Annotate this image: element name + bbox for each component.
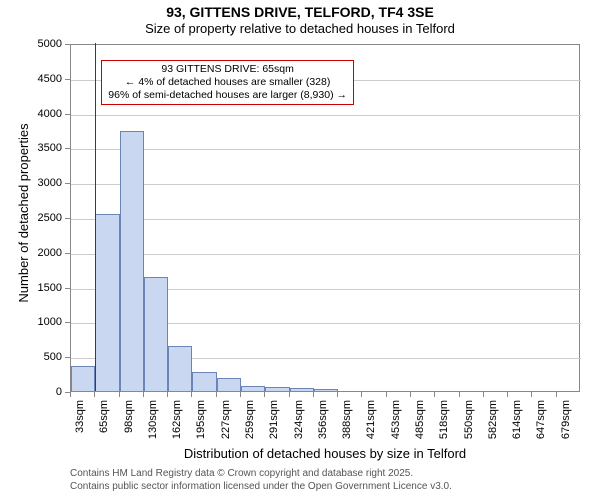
y-tick-label: 3500 <box>22 142 62 154</box>
grid-line <box>71 184 581 185</box>
x-tick-label: 291sqm <box>268 400 280 439</box>
x-axis-label: Distribution of detached houses by size … <box>70 446 580 461</box>
x-tick <box>507 392 508 397</box>
y-tick-label: 4500 <box>22 73 62 85</box>
x-tick <box>531 392 532 397</box>
histogram-bar <box>290 388 314 391</box>
x-tick-label: 518sqm <box>438 400 450 439</box>
grid-line <box>71 149 581 150</box>
histogram-bar <box>314 389 338 391</box>
x-tick-label: 582sqm <box>487 400 499 439</box>
y-tick <box>65 322 70 323</box>
x-tick-label: 259sqm <box>244 400 256 439</box>
y-tick <box>65 253 70 254</box>
x-tick <box>556 392 557 397</box>
x-tick <box>240 392 241 397</box>
x-tick-label: 421sqm <box>365 400 377 439</box>
x-tick <box>337 392 338 397</box>
y-tick-label: 1500 <box>22 282 62 294</box>
x-tick-label: 98sqm <box>123 400 135 433</box>
x-tick <box>386 392 387 397</box>
chart-title: 93, GITTENS DRIVE, TELFORD, TF4 3SE <box>0 4 600 21</box>
x-tick-label: 550sqm <box>463 400 475 439</box>
x-tick <box>167 392 168 397</box>
x-tick <box>313 392 314 397</box>
y-tick <box>65 357 70 358</box>
x-tick <box>70 392 71 397</box>
y-tick <box>65 288 70 289</box>
y-tick <box>65 218 70 219</box>
x-tick-label: 614sqm <box>511 400 523 439</box>
y-tick-label: 5000 <box>22 38 62 50</box>
histogram-bar <box>120 131 144 391</box>
x-tick-label: 453sqm <box>390 400 402 439</box>
grid-line <box>71 219 581 220</box>
y-tick-label: 2500 <box>22 212 62 224</box>
y-tick <box>65 44 70 45</box>
histogram-bar <box>265 387 289 391</box>
x-tick <box>264 392 265 397</box>
x-tick-label: 485sqm <box>414 400 426 439</box>
annotation-line-2: ← 4% of detached houses are smaller (328… <box>108 76 347 89</box>
y-tick-label: 4000 <box>22 108 62 120</box>
x-tick <box>483 392 484 397</box>
y-tick <box>65 183 70 184</box>
x-tick-label: 388sqm <box>341 400 353 439</box>
x-tick <box>361 392 362 397</box>
x-tick-label: 679sqm <box>560 400 572 439</box>
x-tick-label: 195sqm <box>195 400 207 439</box>
histogram-bar <box>168 346 192 391</box>
x-tick-label: 356sqm <box>317 400 329 439</box>
chart-subtitle: Size of property relative to detached ho… <box>0 21 600 37</box>
grid-line <box>71 115 581 116</box>
x-tick-label: 65sqm <box>98 400 110 433</box>
y-tick-label: 500 <box>22 351 62 363</box>
x-tick-label: 647sqm <box>535 400 547 439</box>
histogram-bar <box>192 372 216 391</box>
x-tick-label: 162sqm <box>171 400 183 439</box>
y-tick <box>65 148 70 149</box>
y-tick <box>65 79 70 80</box>
grid-line <box>71 254 581 255</box>
x-tick <box>94 392 95 397</box>
footer-line-1: Contains HM Land Registry data © Crown c… <box>70 468 452 481</box>
x-tick <box>216 392 217 397</box>
y-tick-label: 2000 <box>22 247 62 259</box>
annotation-box: 93 GITTENS DRIVE: 65sqm← 4% of detached … <box>101 60 354 105</box>
x-tick-label: 130sqm <box>147 400 159 439</box>
y-tick-label: 3000 <box>22 177 62 189</box>
x-tick <box>119 392 120 397</box>
chart-title-block: 93, GITTENS DRIVE, TELFORD, TF4 3SE Size… <box>0 4 600 36</box>
histogram-bar <box>71 366 95 391</box>
x-tick <box>410 392 411 397</box>
histogram-bar <box>241 386 265 391</box>
x-tick <box>289 392 290 397</box>
plot-area: 93 GITTENS DRIVE: 65sqm← 4% of detached … <box>70 44 580 392</box>
histogram-bar <box>217 378 241 391</box>
marker-line <box>95 43 96 391</box>
x-tick <box>459 392 460 397</box>
chart-footer: Contains HM Land Registry data © Crown c… <box>70 468 452 493</box>
x-tick-label: 33sqm <box>74 400 86 433</box>
histogram-bar <box>144 277 168 391</box>
histogram-chart: 93, GITTENS DRIVE, TELFORD, TF4 3SE Size… <box>0 0 600 500</box>
x-tick <box>191 392 192 397</box>
y-tick <box>65 114 70 115</box>
x-tick <box>143 392 144 397</box>
annotation-line-1: 93 GITTENS DRIVE: 65sqm <box>108 63 347 76</box>
histogram-bar <box>95 214 119 391</box>
y-tick-label: 1000 <box>22 316 62 328</box>
footer-line-2: Contains public sector information licen… <box>70 481 452 494</box>
x-tick-label: 324sqm <box>293 400 305 439</box>
y-tick-label: 0 <box>22 386 62 398</box>
x-tick-label: 227sqm <box>220 400 232 439</box>
annotation-line-3: 96% of semi-detached houses are larger (… <box>108 89 347 102</box>
x-tick <box>434 392 435 397</box>
